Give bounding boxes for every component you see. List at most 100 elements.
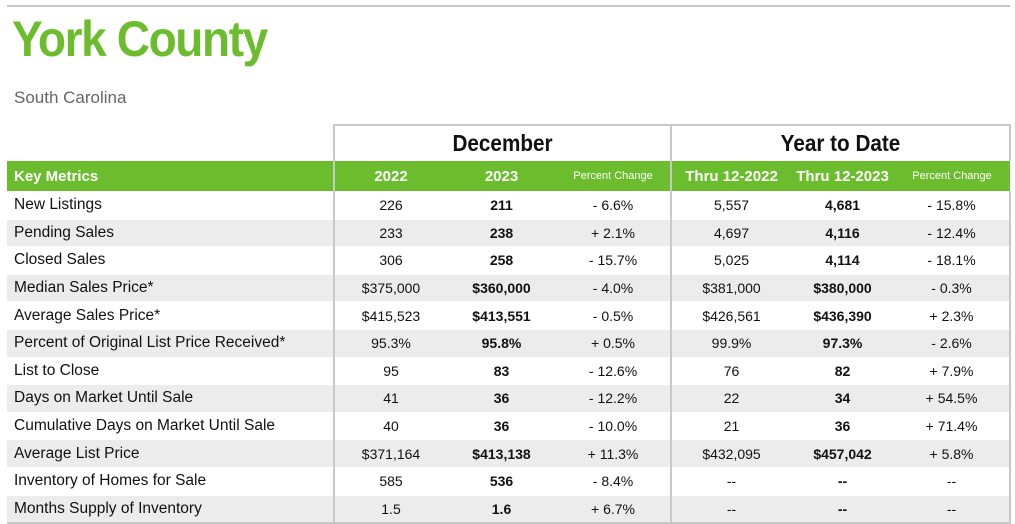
december-2023-cell: 1.6 xyxy=(447,494,556,524)
ytd-percent-change-cell: + 71.4% xyxy=(894,411,1012,440)
december-2022-cell: 95 xyxy=(333,356,447,385)
ytd-percent-change-cell: - 12.4% xyxy=(894,218,1012,247)
ytd-2023-cell: -- xyxy=(791,494,895,524)
column-header-ytd-2023: Thru 12-2023 xyxy=(791,161,895,192)
december-2023-cell: $413,551 xyxy=(447,301,556,330)
group-december: December xyxy=(349,124,656,161)
december-2022-cell: 233 xyxy=(333,218,447,247)
ytd-2022-cell: 22 xyxy=(670,384,792,413)
group-spacer xyxy=(7,125,334,161)
group-year-to-date: Year to Date xyxy=(687,124,994,161)
column-header-ytd-percent-change: Percent Change xyxy=(894,161,1011,192)
table-row: Days on Market Until Sale 41 36- 12.2% 22 34… xyxy=(7,384,1012,413)
ytd-percent-change-cell: - 0.3% xyxy=(894,273,1012,302)
table-row: Months Supply of Inventory 1.5 1.6 + 6.7% --… xyxy=(7,494,1012,524)
column-header-december-percent-change: Percent Change xyxy=(556,161,672,192)
december-2023-cell: $413,138 xyxy=(447,439,556,468)
top-divider xyxy=(7,5,1010,7)
ytd-2023-cell: 36 xyxy=(791,411,895,440)
december-2023-cell: 258 xyxy=(447,246,556,275)
table-row: New Listings 226 211- 6.6% 5,557 4,681- 15.8… xyxy=(7,191,1012,220)
ytd-2023-cell: $436,390 xyxy=(791,301,895,330)
ytd-percent-change-cell: - 15.8% xyxy=(894,191,1012,220)
table-row: Pending Sales 233 238 + 2.1% 4,697 4,116- 12.… xyxy=(7,218,1012,247)
december-percent-change-cell: + 11.3% xyxy=(556,439,672,468)
ytd-2023-cell: 4,114 xyxy=(791,246,895,275)
december-2023-cell: 238 xyxy=(447,218,556,247)
december-2022-cell: $375,000 xyxy=(333,273,447,302)
metric-name-cell: Days on Market Until Sale xyxy=(7,384,334,413)
ytd-percent-change-cell: - 2.6% xyxy=(894,328,1012,358)
ytd-2023-cell: -- xyxy=(791,466,895,496)
metric-name-cell: Inventory of Homes for Sale xyxy=(7,466,334,496)
table-row: List to Close 95 83- 12.6% 76 82 + 7.9% xyxy=(7,356,1012,385)
ytd-2023-cell: $380,000 xyxy=(791,273,895,302)
december-percent-change-cell: - 10.0% xyxy=(556,411,672,440)
december-2022-cell: 1.5 xyxy=(333,494,447,524)
column-header-december-2023: 2023 xyxy=(447,161,556,192)
december-percent-change-cell: - 15.7% xyxy=(556,246,672,275)
december-percent-change-cell: - 6.6% xyxy=(556,191,672,220)
ytd-2022-cell: 5,025 xyxy=(670,246,792,275)
december-percent-change-cell: - 8.4% xyxy=(556,466,672,496)
ytd-2022-cell: $426,561 xyxy=(670,301,792,330)
december-percent-change-cell: + 0.5% xyxy=(556,328,672,358)
ytd-2022-cell: $432,095 xyxy=(670,439,792,468)
column-header-ytd-2022: Thru 12-2022 xyxy=(670,161,792,192)
metric-name-cell: Cumulative Days on Market Until Sale xyxy=(7,411,334,440)
december-2023-cell: 36 xyxy=(447,411,556,440)
ytd-2022-cell: 76 xyxy=(670,356,792,385)
ytd-2022-cell: 21 xyxy=(670,411,792,440)
december-2023-cell: 36 xyxy=(447,384,556,413)
table-row: Percent of Original List Price Received*… xyxy=(7,328,1012,358)
metric-name-cell: Closed Sales xyxy=(7,246,334,275)
metric-name-cell: Pending Sales xyxy=(7,218,334,247)
table-row: Inventory of Homes for Sale 585 536- 8.4% -… xyxy=(7,466,1012,496)
december-2023-cell: $360,000 xyxy=(447,273,556,302)
ytd-2022-cell: 99.9% xyxy=(670,328,792,358)
ytd-percent-change-cell: + 2.3% xyxy=(894,301,1012,330)
ytd-2023-cell: 34 xyxy=(791,384,895,413)
december-2023-cell: 83 xyxy=(447,356,556,385)
december-percent-change-cell: + 6.7% xyxy=(556,494,672,524)
ytd-2023-cell: 4,681 xyxy=(791,191,895,220)
december-2023-cell: 536 xyxy=(447,466,556,496)
ytd-percent-change-cell: - 18.1% xyxy=(894,246,1012,275)
table-row: Cumulative Days on Market Until Sale 40 36… xyxy=(7,411,1012,440)
group-header-row: December Year to Date xyxy=(7,124,1010,161)
key-metrics-table: December Year to Date Key Metrics 2022 2… xyxy=(7,124,1012,524)
metric-name-cell: Months Supply of Inventory xyxy=(7,494,334,524)
ytd-percent-change-cell: -- xyxy=(894,494,1012,524)
december-2022-cell: $415,523 xyxy=(333,301,447,330)
december-2022-cell: 95.3% xyxy=(333,328,447,358)
table-row: Average List Price $371,164 $413,138 + 11.3… xyxy=(7,439,1012,468)
december-2022-cell: 585 xyxy=(333,466,447,496)
table-row: Median Sales Price* $375,000 $360,000- 4.0… xyxy=(7,273,1012,302)
december-2022-cell: 41 xyxy=(333,384,447,413)
december-2022-cell: $371,164 xyxy=(333,439,447,468)
ytd-2023-cell: 82 xyxy=(791,356,895,385)
december-percent-change-cell: - 12.6% xyxy=(556,356,672,385)
december-2022-cell: 226 xyxy=(333,191,447,220)
ytd-percent-change-cell: + 54.5% xyxy=(894,384,1012,413)
metric-name-cell: Average Sales Price* xyxy=(7,301,334,330)
ytd-2022-cell: 4,697 xyxy=(670,218,792,247)
metric-name-cell: List to Close xyxy=(7,356,334,385)
column-header-key-metrics: Key Metrics xyxy=(7,161,334,192)
ytd-2023-cell: 97.3% xyxy=(791,328,895,358)
column-header-december-2022: 2022 xyxy=(333,161,447,192)
ytd-2022-cell: 5,557 xyxy=(670,191,792,220)
december-2023-cell: 211 xyxy=(447,191,556,220)
ytd-2022-cell: -- xyxy=(670,494,792,524)
metric-name-cell: Average List Price xyxy=(7,439,334,468)
december-percent-change-cell: - 4.0% xyxy=(556,273,672,302)
ytd-2022-cell: $381,000 xyxy=(670,273,792,302)
ytd-percent-change-cell: -- xyxy=(894,466,1012,496)
ytd-2023-cell: $457,042 xyxy=(791,439,895,468)
ytd-percent-change-cell: + 7.9% xyxy=(894,356,1012,385)
december-2022-cell: 306 xyxy=(333,246,447,275)
december-2023-cell: 95.8% xyxy=(447,328,556,358)
table-row: Average Sales Price* $415,523 $413,551- 0.… xyxy=(7,301,1012,330)
ytd-percent-change-cell: + 5.8% xyxy=(894,439,1012,468)
page-subtitle: South Carolina xyxy=(14,88,127,107)
